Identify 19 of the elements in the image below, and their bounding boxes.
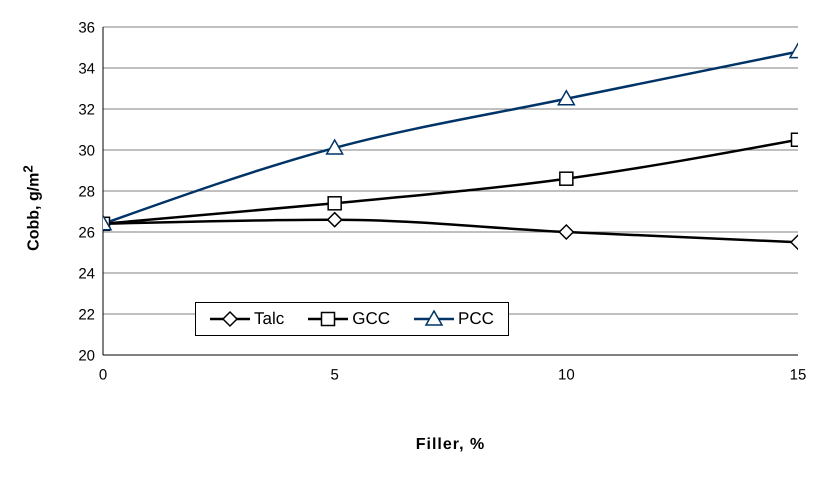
y-tick-label: 36 bbox=[78, 19, 95, 36]
x-tick-label: 15 bbox=[790, 366, 806, 384]
legend-label: PCC bbox=[458, 309, 494, 329]
point bbox=[558, 224, 574, 240]
y-tick-label: 32 bbox=[78, 101, 95, 118]
y-tick-label: 26 bbox=[78, 224, 95, 242]
y-tick-label: 30 bbox=[78, 142, 95, 160]
x-axis-title: Filler, % bbox=[414, 436, 486, 454]
point bbox=[326, 212, 342, 228]
y-tick-label: 20 bbox=[78, 347, 95, 364]
y-tick-label: 34 bbox=[78, 60, 95, 78]
x-tick-label: 0 bbox=[98, 366, 108, 384]
y-tick-label: 22 bbox=[78, 306, 95, 324]
legend-label: GCC bbox=[352, 309, 390, 329]
legend-label: Talc bbox=[254, 309, 284, 329]
x-tick-label: 5 bbox=[330, 366, 339, 384]
x-tick-label: 10 bbox=[558, 366, 575, 384]
y-tick-label: 28 bbox=[78, 183, 95, 200]
y-tick-label: 24 bbox=[78, 265, 95, 282]
